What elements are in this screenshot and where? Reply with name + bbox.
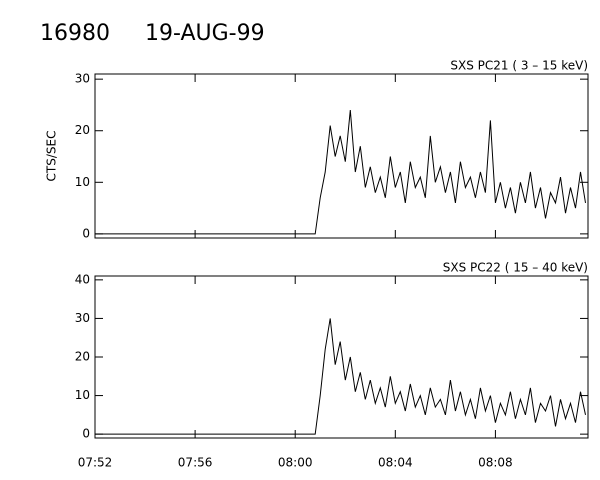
y-tick-label: 30 <box>75 311 90 325</box>
x-tick-label: 07:52 <box>78 456 113 470</box>
y-tick-label: 10 <box>75 388 90 402</box>
x-tick-label: 08:08 <box>478 456 513 470</box>
y-tick-label: 20 <box>75 123 90 137</box>
data-line <box>95 318 586 435</box>
y-tick-label: 0 <box>82 427 90 441</box>
observation-date: 19-AUG-99 <box>145 21 265 46</box>
panel-title: SXS PC22 ( 15 – 40 keV) <box>443 261 588 275</box>
y-tick-label: 0 <box>82 226 90 240</box>
y-tick-label: 20 <box>75 350 90 364</box>
y-axis-label: CTS/SEC <box>45 131 59 182</box>
x-tick-label: 08:00 <box>278 456 313 470</box>
x-tick-label: 08:04 <box>378 456 413 470</box>
y-tick-label: 30 <box>75 72 90 86</box>
plot-frame <box>94 73 589 239</box>
data-line <box>95 110 586 235</box>
x-tick-label: 07:56 <box>178 456 213 470</box>
y-tick-label: 10 <box>75 175 90 189</box>
observation-id: 16980 <box>40 21 110 46</box>
panel-title: SXS PC21 ( 3 – 15 keV) <box>450 59 588 73</box>
y-tick-label: 40 <box>75 272 90 286</box>
